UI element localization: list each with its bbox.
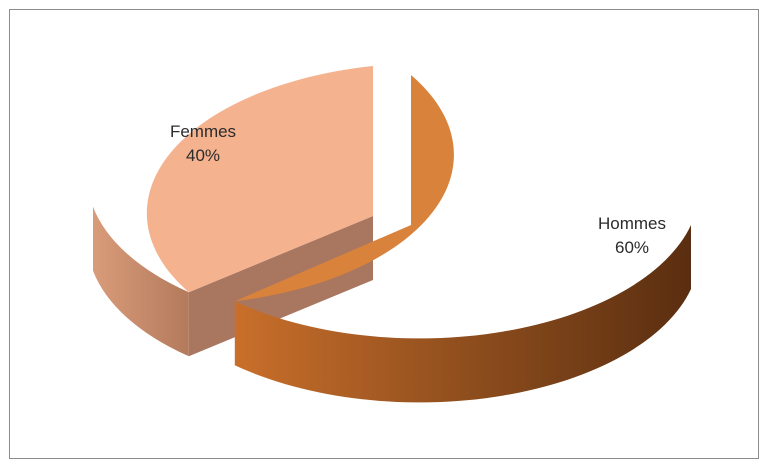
- label-hommes-value: 60%: [615, 238, 649, 257]
- slice-hommes: [234, 75, 692, 403]
- slice-femmes-side-outer: [93, 206, 189, 357]
- slice-femmes: [93, 66, 373, 357]
- label-hommes-name: Hommes: [598, 214, 666, 233]
- label-femmes-value: 40%: [186, 146, 220, 165]
- label-femmes-name: Femmes: [170, 122, 236, 141]
- slice-hommes-top: [234, 75, 454, 302]
- slice-hommes-side-outer: [234, 225, 692, 403]
- slice-femmes-top: [146, 66, 373, 293]
